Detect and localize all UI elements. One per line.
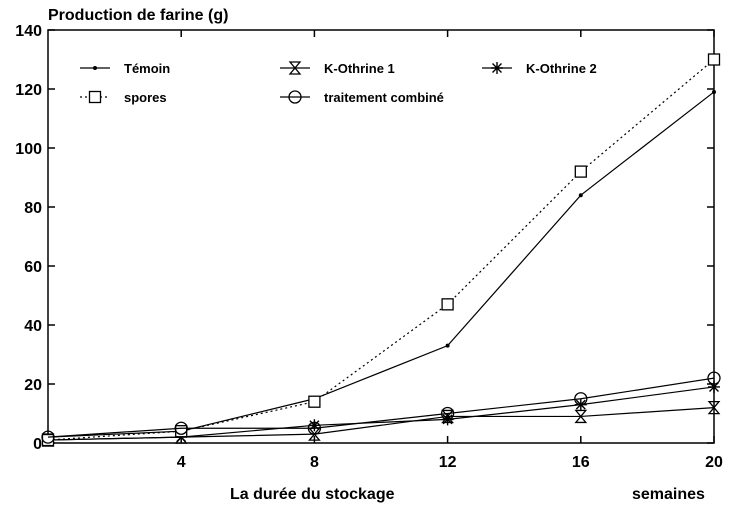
series-1 [41,400,721,447]
series-3 [41,53,721,447]
data-point [707,53,721,66]
y-tick-label: 140 [15,23,42,40]
legend-item: Témoin [80,61,170,76]
data-point [708,380,720,393]
axis-ticks: 0 20 40 60 80 100 120 140 4 8 12 16 20 [15,23,723,471]
data-point [707,371,721,385]
data-point [445,343,450,348]
series-layer [41,53,721,447]
series-line [47,407,715,441]
legend-item: traitement combiné [280,90,444,105]
x-axis-title: La durée du stockage [230,486,395,503]
data-point [41,433,55,447]
y-tick-label: 120 [15,82,42,99]
x-tick-label: 4 [177,454,186,471]
data-point [41,430,55,444]
x-tick-label: 20 [705,454,723,471]
data-point [574,392,588,406]
legend-marker [491,62,503,74]
legend-label: K-Othrine 1 [324,61,395,76]
series-0 [46,89,716,440]
legend: Témoin K-Othrine 1 K-Othrine 2 spores traite… [80,61,597,105]
legend-marker [288,61,302,75]
y-tick-label: 20 [24,377,42,394]
legend-label: traitement combiné [324,90,444,105]
data-point [175,425,188,438]
legend-item: K-Othrine 2 [482,61,597,76]
data-point [578,193,583,198]
y-tick-label: 100 [15,141,42,158]
series-4 [41,371,721,444]
legend-label: spores [124,90,167,105]
legend-label: Témoin [124,61,170,76]
legend-marker [88,90,102,104]
data-point [441,298,454,311]
legend-item: K-Othrine 1 [280,61,395,76]
x-tick-label: 8 [310,454,319,471]
y-tick-label: 0 [33,436,42,453]
data-point [307,421,322,435]
legend-marker [93,66,97,70]
legend-item: spores [80,90,167,105]
data-point [440,406,455,421]
series-line [47,386,715,441]
data-point [574,165,587,178]
data-point [308,395,321,408]
data-point [707,400,721,415]
series-line [47,377,715,438]
y-tick-label: 60 [24,259,42,276]
y-axis-title: Production de farine (g) [48,7,228,24]
x-tick-label: 12 [439,454,457,471]
data-point [574,409,588,424]
legend-label: K-Othrine 2 [526,61,597,76]
y-tick-label: 40 [24,318,42,335]
plot-frame [47,29,715,444]
x-tick-label: 16 [572,454,590,471]
x-axis-unit: semaines [632,486,705,503]
data-point [308,419,321,432]
series-line [47,59,715,441]
data-point [712,89,716,94]
data-point [174,421,188,435]
legend-marker [288,90,302,104]
y-tick-label: 80 [24,200,42,217]
